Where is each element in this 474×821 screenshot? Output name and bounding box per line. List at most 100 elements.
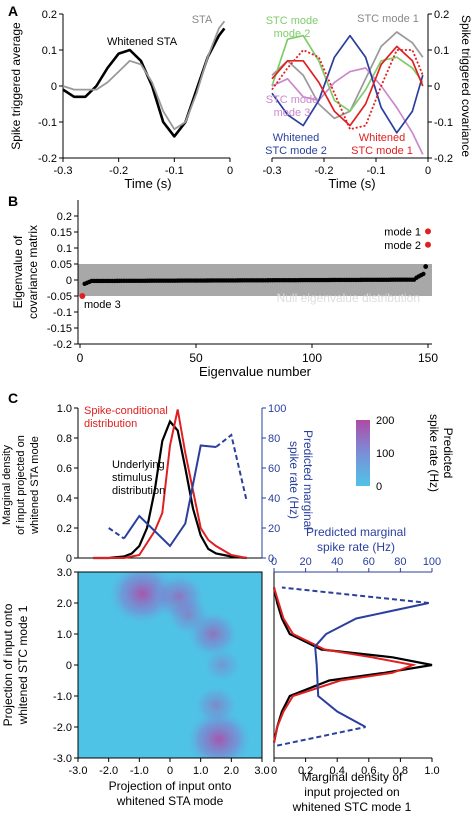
c-heatmap-ytick-label: 0	[66, 660, 72, 672]
c-colorbar	[356, 420, 370, 486]
c-top-ylabel-line2: of input projected on	[15, 435, 27, 535]
a-left-xtick-label: -0.1	[165, 165, 184, 177]
a-right-xlabel: Time (s)	[328, 176, 375, 191]
c-heatmap-ytick-label: -1.0	[53, 691, 72, 703]
c-heatmap-xtick-label: 0	[167, 765, 173, 777]
c-heatmap-xtick-label: 2.0	[224, 765, 239, 777]
b-ylabel-line2: covariance matrix	[26, 225, 40, 319]
c-heatmap-ytick-label: -2.0	[53, 722, 72, 734]
c-right-x2tick-label: 40	[331, 556, 343, 568]
a-left-annotation-sta: STA	[192, 14, 213, 26]
a-right-series-line	[271, 45, 424, 127]
c-right-xlabel-line2: input projected on	[304, 785, 399, 799]
b-ytick-label: -0.1	[53, 307, 72, 319]
c-heatmap-xtick-label: 3.0	[254, 765, 269, 777]
c-top-y2label-line2: spike rate (Hz)	[287, 441, 301, 519]
a-right-ytick-label: 0.1	[434, 45, 449, 57]
c-top-ytick-label: 0.2	[57, 523, 72, 535]
panel-label-b: B	[8, 193, 18, 209]
c-heatmap-ytick-label: 3.0	[57, 567, 72, 579]
b-xtick-label: 0	[77, 351, 84, 365]
a-left-series-line	[62, 20, 226, 131]
b-eigenvalue-point	[421, 271, 426, 277]
a-right-series-line	[271, 67, 424, 155]
c-top-y2tick-label: 100	[268, 403, 286, 415]
c-right-x2label-line2: spike rate (Hz)	[317, 540, 395, 554]
c-right-x2tick-label: 80	[394, 556, 406, 568]
b-xtick-label: 50	[189, 351, 203, 365]
a-right-annotation-whitened-stc-2: Whitened	[273, 132, 319, 144]
a-left-ytick-label: 0	[51, 81, 57, 93]
a-right-xtick-label: -0.1	[367, 165, 386, 177]
c-right-xtick-label: 0.2	[298, 765, 313, 777]
c-right-xtick-label: 0.4	[330, 765, 345, 777]
c-top-y2tick-label: 80	[268, 433, 280, 445]
b-highlight-point	[79, 293, 86, 299]
b-ytick-label: -0.2	[53, 339, 72, 351]
b-ytick-label: 0.05	[51, 259, 72, 271]
c-top-stimulus-line	[93, 419, 247, 560]
c-heatmap-xtick-label: -1.0	[130, 765, 149, 777]
a-right-annotation-stc-mode-3: STC mode	[266, 94, 319, 106]
b-ylabel-line1: Eigenvalue of	[11, 235, 25, 308]
c-heatmap-hotspot	[193, 684, 239, 726]
c-heatmap-xlabel-line2: whitened STA mode	[116, 794, 224, 808]
c-top-annotation-stimulus: Underlying	[112, 459, 165, 471]
c-colorbar-label-line1: Predicted	[441, 428, 455, 479]
c-right-xtick-label: 0.6	[361, 765, 376, 777]
c-colorbar-tick-label: 100	[376, 448, 394, 460]
c-right-x2label-line1: Predicted marginal	[306, 525, 406, 539]
c-top-annotation-spike-conditional: Spike-conditional	[84, 405, 168, 417]
a-left-ytick-label: 0.2	[42, 9, 57, 21]
panel-label-a: A	[8, 3, 18, 19]
c-top-spike-conditional-line	[93, 409, 247, 559]
b-xlabel: Eigenvalue number	[199, 364, 312, 379]
c-right-xtick-label: 0	[271, 765, 277, 777]
c-colorbar-tick-label: 200	[376, 415, 394, 427]
c-top-y2label-line1: Predicted marginal	[301, 430, 315, 530]
a-right-series-line	[271, 34, 424, 134]
b-highlight-point	[425, 228, 431, 235]
a-right-xtick-label: -0.3	[263, 165, 282, 177]
a-left-ytick-label: -0.1	[38, 117, 57, 129]
b-xtick-label: 100	[302, 351, 322, 365]
b-ytick-label: 0	[66, 275, 72, 287]
c-right-rate-dashed-top	[281, 586, 429, 604]
c-heatmap-xtick-label: -3.0	[69, 765, 88, 777]
a-right-annotation-whitened-stc-1-line2: STC mode 1	[351, 145, 413, 157]
c-colorbar-label-line2: spike rate (Hz)	[427, 414, 441, 492]
c-top-y2tick-label: 20	[268, 523, 280, 535]
a-left-ylabel: Spike triggered average	[9, 22, 23, 150]
a-right-ytick-label: 0.2	[434, 9, 449, 21]
a-right-ytick-label: -0.1	[434, 117, 453, 129]
c-top-rate-line	[123, 444, 217, 548]
a-right-annotation-whitened-stc-2-line2: STC mode 2	[265, 145, 327, 157]
b-ytick-label: 0.2	[57, 211, 72, 223]
a-right-series-line	[271, 49, 424, 131]
panel-label-c: C	[8, 390, 18, 406]
c-colorbar-tick-label: 0	[376, 481, 382, 493]
c-right-xtick-label: 0.8	[393, 765, 408, 777]
a-right-annotation-whitened-stc-1: Whitened	[359, 132, 405, 144]
c-top-ylabel-line1: Marginal density	[1, 444, 13, 525]
b-ytick-label: 0.15	[51, 227, 72, 239]
a-right-xtick-label: -0.2	[315, 165, 334, 177]
a-right-ytick-label: -0.2	[434, 153, 453, 165]
c-right-xlabel-line3: whitened STC mode 1	[292, 800, 412, 814]
c-heatmap-ylabel-line1: Projection of input onto	[1, 603, 15, 726]
c-right-rate-dashed-bottom	[276, 726, 366, 747]
c-top-ytick-label: 0.6	[57, 463, 72, 475]
b-eigenvalue-point	[423, 264, 429, 269]
a-left-xtick-label: 0	[227, 165, 233, 177]
c-heatmap-ylabel-line2: whitened STC mode 1	[16, 605, 30, 725]
b-annotation-mode-2: mode 2	[384, 240, 421, 252]
c-right-x2tick-label: 20	[299, 556, 311, 568]
b-null-label: Null eigenvalue distribution	[277, 291, 420, 305]
c-top-y2tick-label: 60	[268, 463, 280, 475]
c-heatmap-hotspot	[202, 647, 242, 683]
b-highlight-point	[425, 241, 431, 248]
a-left-xtick-label: -0.3	[54, 165, 73, 177]
c-top-ytick-label: 0	[66, 553, 72, 565]
